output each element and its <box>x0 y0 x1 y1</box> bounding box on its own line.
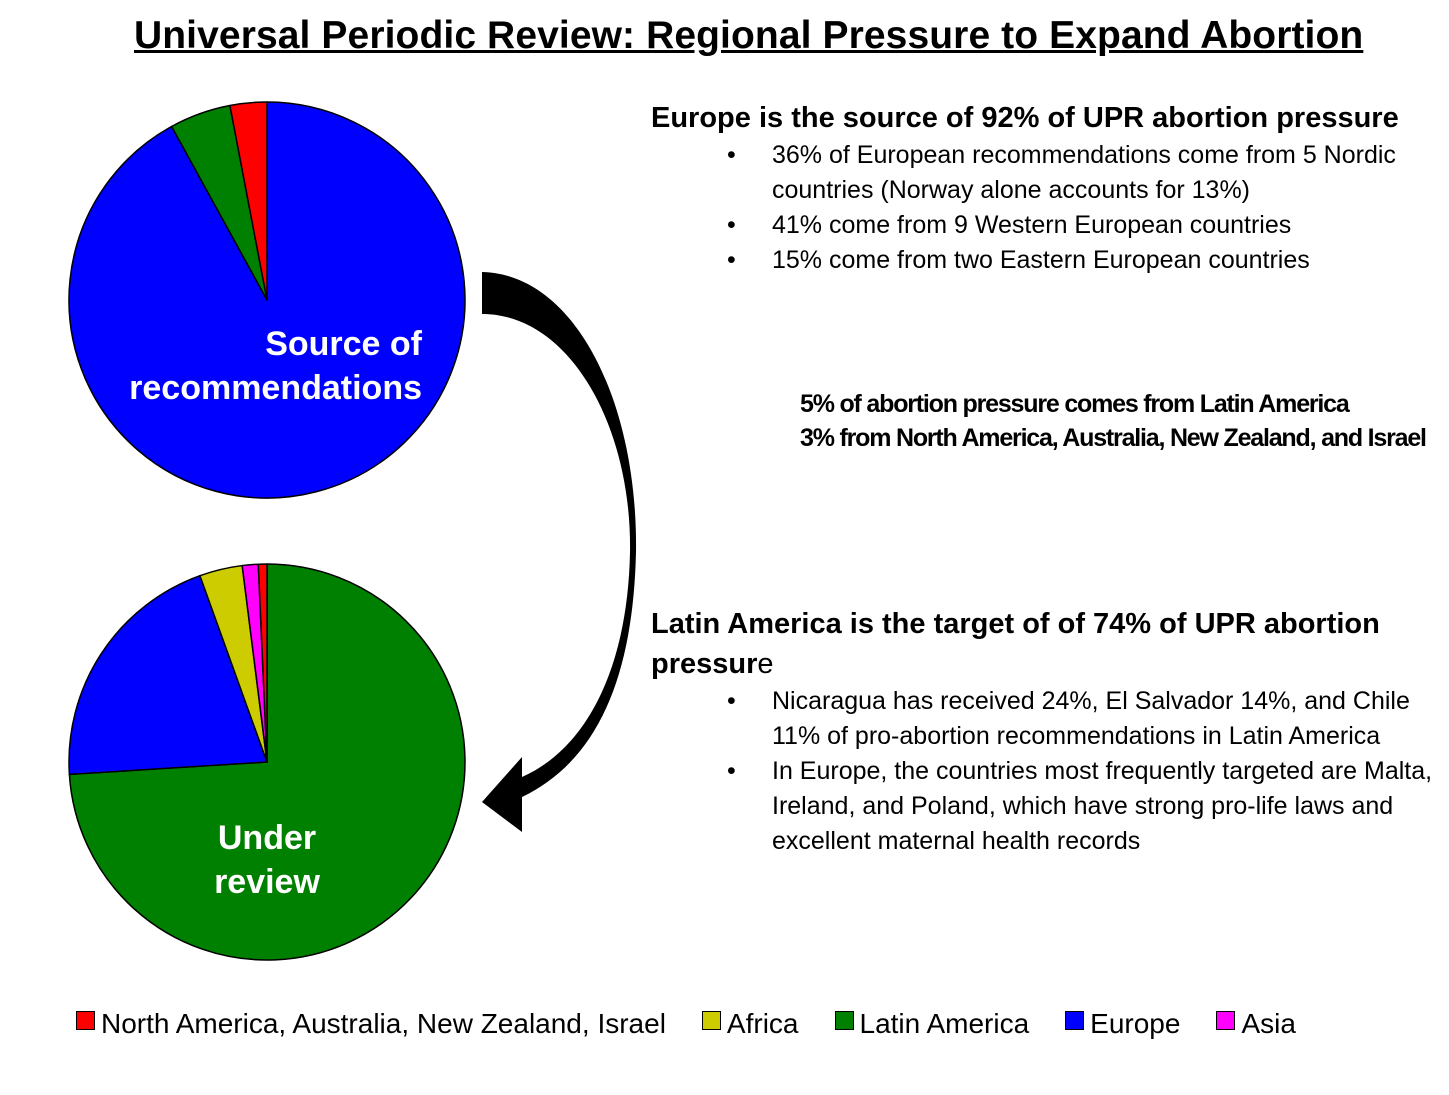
europe-bullet-1: • 36% of European recommendations come fr… <box>651 138 1441 208</box>
legend-item-latin-america: Latin America <box>834 1008 1030 1040</box>
page-title: Universal Periodic Review: Regional Pres… <box>134 14 1364 57</box>
flow-arrow-shape <box>482 272 637 832</box>
source-pie-label-line-2: recommendations <box>129 369 422 407</box>
europe-bullet-1-text: 36% of European recommendations come fro… <box>772 141 1396 204</box>
legend-label: Latin America <box>859 1008 1030 1039</box>
latin-america-bullet-2: • In Europe, the countries most frequentl… <box>651 754 1441 859</box>
bullet-dot: • <box>727 687 736 715</box>
legend-swatch <box>834 1010 854 1030</box>
latin-america-bullet-2-text: In Europe, the countries most frequently… <box>772 757 1433 855</box>
legend-label: Africa <box>726 1008 799 1039</box>
legend-label: Europe <box>1090 1008 1181 1039</box>
europe-bullet-2-text: 41% come from 9 Western European countri… <box>772 211 1292 239</box>
target-pie-label: Under review <box>167 816 367 904</box>
legend-item-north-america: North America, Australia, New Zealand, I… <box>76 1008 666 1040</box>
legend-item-africa: Africa <box>701 1008 799 1040</box>
latin-america-heading: Latin America is the target of of 74% of… <box>651 604 1441 684</box>
europe-bullet-list: • 36% of European recommendations come fr… <box>651 138 1441 278</box>
target-pie-chart <box>68 563 466 961</box>
legend-swatch <box>76 1010 95 1030</box>
europe-heading: Europe is the source of 92% of UPR abort… <box>651 102 1399 134</box>
latin-america-heading-tail: e <box>757 648 774 680</box>
latin-america-bullet-1: • Nicaragua has received 24%, El Salvador… <box>651 684 1441 754</box>
source-pie-slice-north-america-australia-new-zealand-israel <box>229 101 268 301</box>
bullet-dot: • <box>727 141 736 169</box>
legend-item-europe: Europe <box>1065 1008 1180 1040</box>
source-pie-label: Source of recommendations <box>129 322 422 410</box>
europe-bullet-2: • 41% come from 9 Western European countr… <box>651 208 1441 243</box>
source-pie-chart <box>68 101 466 499</box>
flow-arrow <box>482 272 637 832</box>
latin-america-heading-bold: Latin America is the target of of 74% of… <box>651 608 1380 680</box>
legend-swatch <box>701 1010 721 1030</box>
legend-swatch <box>1065 1010 1085 1030</box>
legend-item-asia: Asia <box>1216 1008 1296 1040</box>
north-america-source-note: 3% from North America, Australia, New Ze… <box>800 424 1427 452</box>
source-pie-label-line-1: Source of <box>265 325 422 363</box>
latin-america-bullet-1-text: Nicaragua has received 24%, El Salvador … <box>772 687 1410 750</box>
target-pie-slice-north-america-australia-new-zealand-israel <box>257 563 268 763</box>
legend-swatch <box>1216 1010 1236 1030</box>
target-pie-label-line-1: Under <box>217 819 317 857</box>
bullet-dot: • <box>727 211 736 239</box>
europe-bullet-3-text: 15% come from two Eastern European count… <box>772 246 1310 274</box>
europe-bullet-3: • 15% come from two Eastern European coun… <box>651 243 1441 278</box>
legend-label: North America, Australia, New Zealand, I… <box>101 1008 666 1039</box>
legend-label: Asia <box>1241 1008 1296 1039</box>
europe-source-section: Europe is the source of 92% of UPR abort… <box>651 98 1441 278</box>
target-pie-label-line-2: review <box>214 863 320 901</box>
bullet-dot: • <box>727 246 736 274</box>
latin-america-bullet-list: • Nicaragua has received 24%, El Salvador… <box>651 684 1441 859</box>
secondary-sources-note: 5% of abortion pressure comes from Latin… <box>800 387 1440 455</box>
latin-america-target-section: Latin America is the target of of 74% of… <box>651 604 1441 859</box>
bullet-dot: • <box>727 757 736 785</box>
chart-legend: North America, Australia, New Zealand, I… <box>76 1008 1296 1040</box>
latin-america-source-note: 5% of abortion pressure comes from Latin… <box>800 390 1350 418</box>
